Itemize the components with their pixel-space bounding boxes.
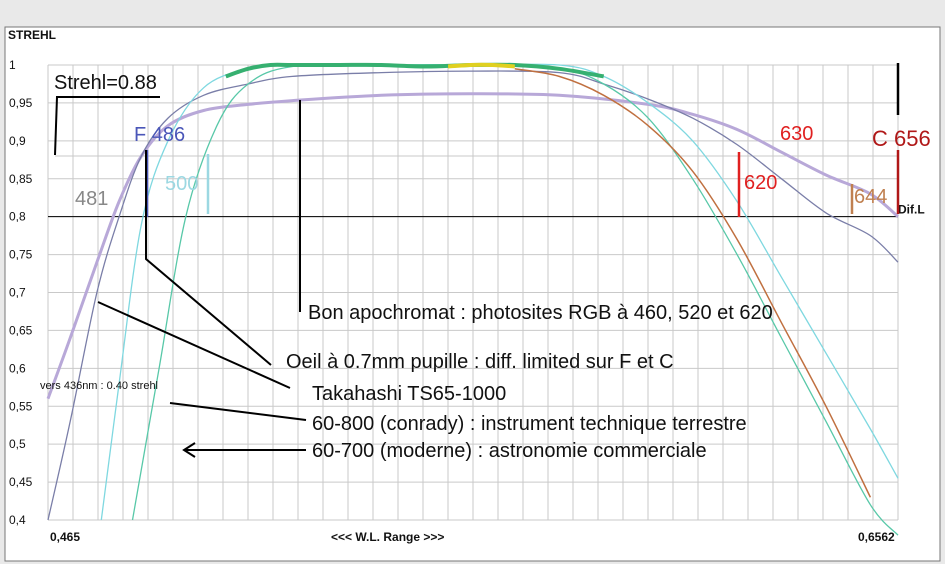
- strehl-088-label: Strehl=0.88: [54, 72, 157, 94]
- eye-leader: [145, 150, 272, 366]
- label-644: 644: [854, 186, 887, 208]
- label-481: 481: [75, 188, 108, 210]
- y-tick-label: 0,5: [9, 437, 26, 451]
- y-tick-label: 0,75: [9, 248, 33, 262]
- annotation-moderne: 60-700 (moderne) : astronomie commercial…: [312, 440, 707, 462]
- strehl-curve-5: [447, 62, 515, 69]
- annotation-apochromat: Bon apochromat : photosites RGB à 460, 5…: [308, 302, 773, 324]
- y-tick-label: 0,45: [9, 475, 33, 489]
- y-tick-label: 0,95: [9, 96, 33, 110]
- label-500: 500: [165, 173, 198, 195]
- diffraction-limit-label: Dif.L: [898, 203, 925, 217]
- y-axis-title: STREHL: [8, 28, 56, 42]
- x-axis-title: <<< W.L. Range >>>: [331, 530, 444, 544]
- y-tick-label: 0,7: [9, 286, 26, 300]
- conrady-leader: [169, 402, 307, 421]
- label-620: 620: [744, 172, 777, 194]
- y-tick-label: 0,65: [9, 323, 33, 337]
- y-tick-label: 0,8: [9, 210, 26, 224]
- y-tick-label: 0,4: [9, 513, 26, 527]
- label-c656: C 656: [872, 126, 931, 151]
- strehl-curve-6: [514, 68, 872, 498]
- y-tick-labels: 0,4 0,45 0,5 0,55 0,6 0,65 0,7 0,75 0,8 0,85 0,9 0,…: [9, 58, 33, 527]
- y-tick-label: 1: [9, 58, 16, 72]
- label-630: 630: [780, 123, 813, 145]
- x-tick-label-min: 0,465: [50, 530, 80, 544]
- strehl-curves: [46, 62, 899, 536]
- y-tick-label: 0,9: [9, 134, 26, 148]
- x-tick-label-max: 0,6562: [858, 530, 895, 544]
- annotation-eye: Oeil à 0.7mm pupille : diff. limited sur…: [286, 351, 674, 373]
- y-tick-label: 0,85: [9, 172, 33, 186]
- strehl-curve-4: [225, 62, 605, 79]
- annotation-takahashi: Takahashi TS65-1000: [312, 383, 506, 405]
- annotation-conrady: 60-800 (conrady) : instrument technique …: [312, 413, 747, 435]
- label-f486: F 486: [134, 124, 185, 146]
- y-tick-label: 0,6: [9, 361, 26, 375]
- annotation-436nm: vers 436nm : 0.40 strehl: [40, 380, 158, 392]
- strehl-curve-1: [47, 70, 899, 521]
- y-tick-label: 0,55: [9, 399, 33, 413]
- strehl-curve-0: [46, 92, 899, 400]
- strehl-088-leader: [54, 96, 160, 156]
- moderne-arrowhead: [182, 442, 196, 458]
- takahashi-leader: [97, 301, 291, 389]
